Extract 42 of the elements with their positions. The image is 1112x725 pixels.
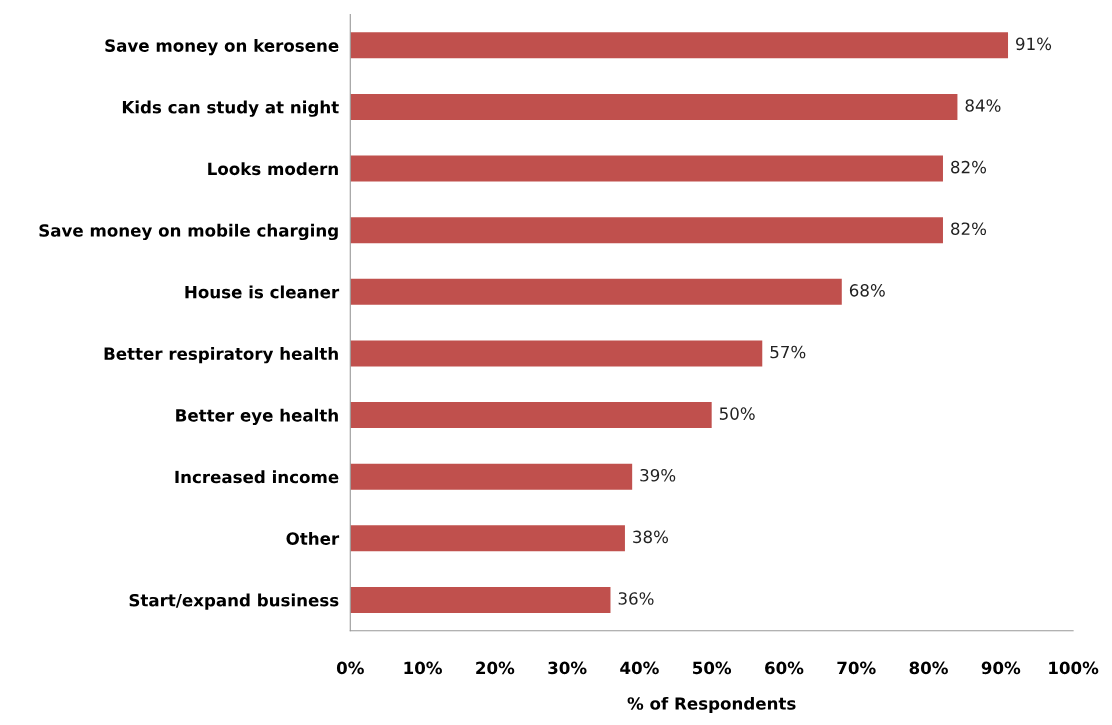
y-tick-label: Save money on mobile charging (39, 223, 338, 241)
data-label: 57% (770, 345, 806, 359)
bar (350, 340, 763, 367)
x-tick-label: 50% (693, 661, 732, 675)
bar (350, 525, 625, 552)
y-tick-label: Save money on kerosene (105, 38, 339, 56)
y-tick-label: House is cleaner (185, 285, 340, 299)
x-tick-label: 0% (336, 661, 364, 675)
y-tick-label: Start/expand business (129, 593, 339, 610)
x-tick-label: 40% (620, 661, 659, 675)
data-label: 82% (951, 222, 987, 236)
bar (350, 32, 1009, 59)
bar (350, 155, 943, 182)
data-label: 39% (640, 468, 676, 482)
bar (350, 94, 958, 120)
bar (350, 587, 611, 613)
y-tick-label: Other (286, 531, 340, 545)
x-axis-title: % of Respondents (627, 696, 796, 714)
y-tick-label: Better eye health (176, 408, 338, 425)
data-label: 82% (951, 160, 987, 174)
x-tick-label: 60% (765, 661, 804, 675)
bar (350, 278, 842, 305)
x-tick-label: 80% (909, 661, 948, 675)
y-tick-label: Kids can study at night (122, 100, 339, 117)
x-tick-label: 10% (404, 661, 442, 675)
y-tick-label: Increased income (175, 470, 339, 484)
data-label: 38% (633, 530, 669, 544)
x-tick-label: 100% (1049, 661, 1099, 675)
y-tick-label: Looks modern (208, 162, 338, 176)
data-label: 84% (965, 99, 1001, 112)
bar (350, 217, 943, 244)
data-label: 36% (618, 592, 654, 605)
data-label: 50% (719, 407, 755, 420)
x-tick-label: 90% (981, 661, 1021, 675)
y-tick-label: Better respiratory health (104, 347, 338, 364)
x-tick-label: 20% (476, 661, 515, 675)
data-label: 68% (849, 284, 885, 297)
bar (350, 402, 712, 428)
x-tick-label: 30% (548, 661, 587, 675)
data-label: 91% (1016, 37, 1052, 51)
x-tick-label: 70% (837, 661, 876, 675)
bar (350, 463, 633, 490)
